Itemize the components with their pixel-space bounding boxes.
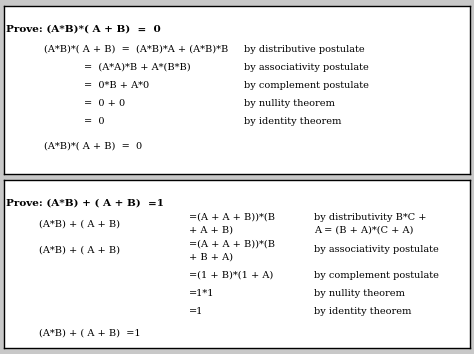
Text: =(1 + B)*(1 + A): =(1 + B)*(1 + A) [189, 270, 273, 280]
Text: (A*B) + ( A + B): (A*B) + ( A + B) [39, 219, 120, 228]
Text: (A*B) + ( A + B): (A*B) + ( A + B) [39, 246, 120, 255]
Text: (A*B)*( A + B)  =  (A*B)*A + (A*B)*B: (A*B)*( A + B) = (A*B)*A + (A*B)*B [44, 45, 228, 53]
Text: A = (B + A)*(C + A): A = (B + A)*(C + A) [314, 225, 413, 234]
Text: Prove: (A*B)*( A + B)  =  0: Prove: (A*B)*( A + B) = 0 [6, 24, 161, 34]
Text: by nullity theorem: by nullity theorem [244, 98, 335, 108]
Text: by associativity postulate: by associativity postulate [314, 246, 439, 255]
Text: by distributive postulate: by distributive postulate [244, 45, 365, 53]
Text: =(A + A + B))*(B: =(A + A + B))*(B [189, 240, 275, 249]
Text: =1*1: =1*1 [189, 289, 215, 297]
Text: =(A + A + B))*(B: =(A + A + B))*(B [189, 212, 275, 222]
Text: by complement postulate: by complement postulate [244, 80, 369, 90]
Text: by distributivity B*C +: by distributivity B*C + [314, 212, 427, 222]
Text: + B + A): + B + A) [189, 252, 233, 262]
Text: =1: =1 [189, 307, 203, 315]
Text: by complement postulate: by complement postulate [314, 270, 439, 280]
Text: + A + B): + A + B) [189, 225, 233, 234]
Text: (A*B)*( A + B)  =  0: (A*B)*( A + B) = 0 [44, 142, 142, 150]
Text: by associativity postulate: by associativity postulate [244, 63, 369, 72]
Text: by identity theorem: by identity theorem [314, 307, 411, 315]
Text: (A*B) + ( A + B)  =1: (A*B) + ( A + B) =1 [39, 329, 141, 337]
Text: by nullity theorem: by nullity theorem [314, 289, 405, 297]
Text: =  0 + 0: = 0 + 0 [84, 98, 125, 108]
Text: by identity theorem: by identity theorem [244, 116, 341, 126]
Text: =  (A*A)*B + A*(B*B): = (A*A)*B + A*(B*B) [84, 63, 191, 72]
Text: =  0: = 0 [84, 116, 104, 126]
Text: Prove: (A*B) + ( A + B)  =1: Prove: (A*B) + ( A + B) =1 [6, 199, 164, 207]
Text: =  0*B + A*0: = 0*B + A*0 [84, 80, 149, 90]
